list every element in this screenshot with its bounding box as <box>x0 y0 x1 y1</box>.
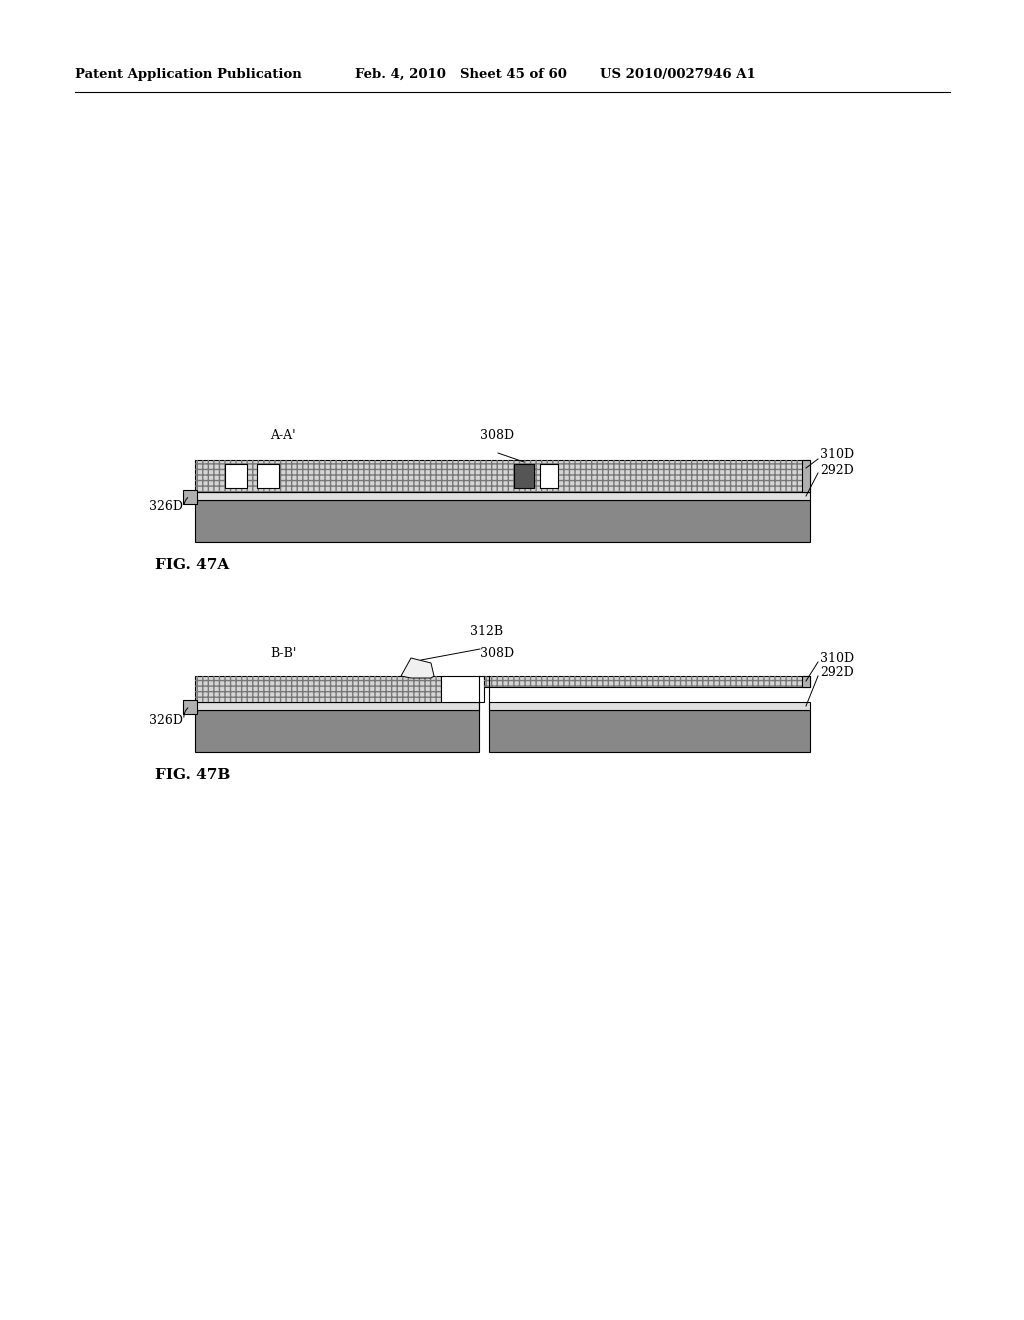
Text: 292D: 292D <box>820 463 854 477</box>
Text: 326D: 326D <box>150 714 183 726</box>
Bar <box>257 465 279 488</box>
Text: FIG. 47B: FIG. 47B <box>155 768 230 781</box>
Bar <box>195 459 810 492</box>
Text: 308D: 308D <box>480 429 514 442</box>
Bar <box>183 490 197 504</box>
Bar <box>225 465 247 488</box>
Bar <box>540 465 558 488</box>
Bar <box>195 676 441 702</box>
Bar <box>802 676 810 686</box>
Text: Patent Application Publication: Patent Application Publication <box>75 69 302 81</box>
Text: 292D: 292D <box>820 667 854 680</box>
Text: B-B': B-B' <box>270 647 296 660</box>
Text: Sheet 45 of 60: Sheet 45 of 60 <box>460 69 567 81</box>
Bar <box>484 676 810 686</box>
Bar <box>195 710 479 752</box>
Text: 310D: 310D <box>820 447 854 461</box>
Bar <box>489 702 810 710</box>
Bar <box>195 500 810 543</box>
Text: FIG. 47A: FIG. 47A <box>155 558 229 572</box>
Bar <box>183 700 197 714</box>
Bar <box>802 459 810 492</box>
Polygon shape <box>401 657 434 678</box>
Text: Feb. 4, 2010: Feb. 4, 2010 <box>355 69 445 81</box>
Bar <box>195 676 441 702</box>
Text: A-A': A-A' <box>270 429 296 442</box>
Text: US 2010/0027946 A1: US 2010/0027946 A1 <box>600 69 756 81</box>
Bar <box>514 465 534 488</box>
Bar <box>489 710 810 752</box>
Text: 308D: 308D <box>480 647 514 660</box>
Bar <box>441 676 484 702</box>
Text: 310D: 310D <box>820 652 854 665</box>
Bar <box>195 702 479 710</box>
Bar <box>484 676 810 686</box>
Bar <box>195 492 810 500</box>
Text: 312B: 312B <box>470 624 503 638</box>
Text: 326D: 326D <box>150 500 183 513</box>
Bar <box>195 459 810 492</box>
